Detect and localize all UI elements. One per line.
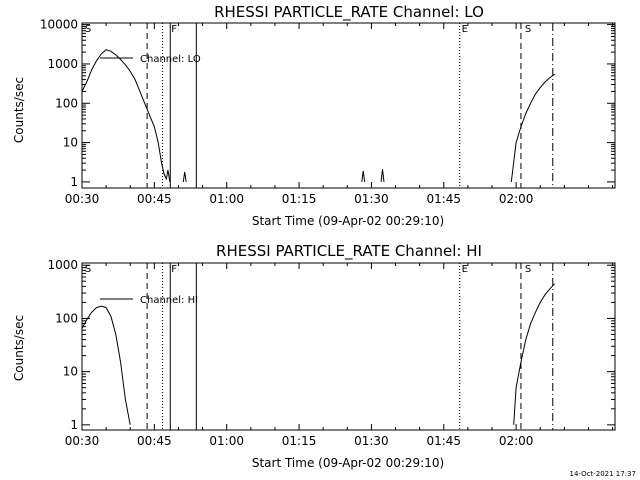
x-tick-label: 00:30 <box>65 434 100 448</box>
chart-panel-lo: RHESSI PARTICLE_RATE Channel: LO S F E S 00… <box>12 3 616 228</box>
x-tick-label: 01:30 <box>354 192 389 206</box>
plot-frame <box>81 262 616 431</box>
event-marker: S <box>85 264 91 275</box>
series-line <box>380 169 385 182</box>
series-line <box>510 73 555 182</box>
series-line <box>182 171 187 182</box>
x-tick-label: 02:00 <box>499 192 534 206</box>
y-tick-label: 1000 <box>47 258 78 272</box>
legend-label: Channel: LO <box>140 54 201 65</box>
x-tick-label: 01:45 <box>426 192 461 206</box>
y-tick-label: 10 <box>63 365 78 379</box>
x-tick-label: 00:30 <box>65 192 100 206</box>
chart-title: RHESSI PARTICLE_RATE Channel: LO <box>214 3 484 22</box>
y-tick-label: 1 <box>70 175 78 189</box>
x-tick-label: 00:45 <box>137 434 172 448</box>
series-line <box>513 283 556 425</box>
legend: Channel: HI <box>100 295 198 306</box>
x-tick-label: 01:15 <box>282 434 317 448</box>
x-tick-label: 02:00 <box>499 434 534 448</box>
legend-label: Channel: HI <box>140 295 198 306</box>
y-tick-label: 1000 <box>47 57 78 71</box>
event-marker: F <box>171 24 177 35</box>
footer-timestamp: 14-Oct-2021 17:37 <box>570 470 636 478</box>
event-marker: F <box>171 264 177 275</box>
x-axis-label: Start Time (09-Apr-02 00:29:10) <box>252 456 444 470</box>
y-axis-label: Counts/sec <box>12 315 26 381</box>
x-tick-label: 01:30 <box>354 434 389 448</box>
event-marker: E <box>462 24 468 35</box>
y-tick-label: 100 <box>55 311 78 325</box>
series-line <box>81 49 171 182</box>
event-marker: E <box>462 264 468 275</box>
y-tick-label: 100 <box>55 96 78 110</box>
x-tick-label: 01:45 <box>426 434 461 448</box>
legend: Channel: LO <box>100 54 201 65</box>
x-axis-label: Start Time (09-Apr-02 00:29:10) <box>252 214 444 228</box>
y-tick-label: 1 <box>70 418 78 432</box>
chart-panel-hi: RHESSI PARTICLE_RATE Channel: HI S F E S 00… <box>12 242 616 470</box>
x-tick-label: 01:15 <box>282 192 317 206</box>
y-tick-label: 10 <box>63 136 78 150</box>
series-line <box>81 305 131 425</box>
x-tick-label: 01:00 <box>209 434 244 448</box>
y-tick-label: 10000 <box>40 18 78 32</box>
x-tick-label: 00:45 <box>137 192 172 206</box>
event-marker: S <box>85 24 91 35</box>
y-axis-label: Counts/sec <box>12 77 26 143</box>
x-tick-label: 01:00 <box>209 192 244 206</box>
event-marker: S <box>525 264 531 275</box>
series-line <box>361 170 366 182</box>
event-marker: S <box>525 24 531 35</box>
chart-title: RHESSI PARTICLE_RATE Channel: HI <box>216 242 482 261</box>
